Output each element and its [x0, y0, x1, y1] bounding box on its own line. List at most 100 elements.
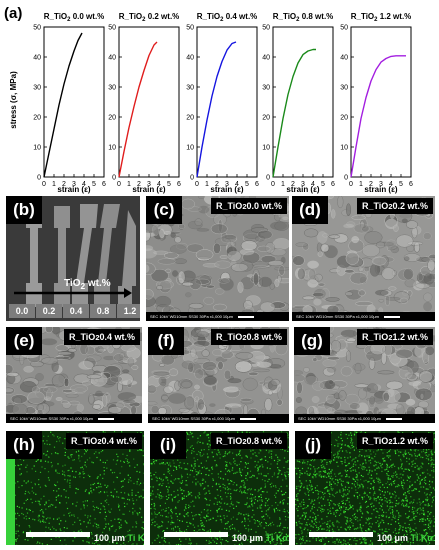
x-tick-label: 4 — [389, 181, 393, 188]
x-tick-label: 2 — [369, 181, 373, 188]
chart-title: R_TiO2 0.2 wt.% — [119, 12, 180, 23]
panel-title: R_TiO 2 0.8 wt.% — [210, 433, 287, 449]
panel-title: R_TiO 2 0.8 wt.% — [210, 329, 287, 345]
x-axis-label: strain (ε) — [364, 185, 397, 194]
y-tick-label: 0 — [112, 175, 116, 182]
sample-label: 0.0 — [9, 304, 35, 318]
y-tick-label: 30 — [340, 85, 348, 92]
x-tick-label: 1 — [359, 181, 363, 188]
sample-photo-panel: (b) TiO2 wt.% 0.0 0.2 0.4 0.8 1.2 — [6, 196, 140, 321]
sem-panel-d: (d) R_TiO 2 0.2 wt.% SEC 10kV WD10mm SS30… — [292, 196, 435, 321]
x-axis-label: strain (ε) — [286, 185, 319, 194]
x-tick-label: 3 — [72, 181, 76, 188]
panel-label: (f) — [148, 327, 184, 355]
figure-label-a: (a) — [4, 5, 22, 22]
y-tick-label: 0 — [37, 175, 41, 182]
sem-info-bar: SEC 10kV WD10mm SS30 30Pa x1,000 10μm — [148, 414, 289, 423]
panel-label: (b) — [6, 196, 42, 224]
x-tick-label: 4 — [157, 181, 161, 188]
sample-label: 0.4 — [63, 304, 89, 318]
y-tick-label: 0 — [190, 175, 194, 182]
y-tick-label: 40 — [186, 55, 194, 62]
y-tick-label: 30 — [262, 85, 270, 92]
x-tick-label: 3 — [379, 181, 383, 188]
y-tick-label: 20 — [33, 115, 41, 122]
x-tick-label: 0 — [42, 181, 46, 188]
y-tick-label: 50 — [340, 25, 348, 32]
sem-panel-g: (g) R_TiO 2 1.2 wt.% SEC 10kV WD10mm SS30… — [294, 327, 435, 423]
x-tick-label: 2 — [215, 181, 219, 188]
x-tick-label: 4 — [235, 181, 239, 188]
y-tick-label: 30 — [33, 85, 41, 92]
panel-title: R_TiO 2 0.0 wt.% — [210, 198, 287, 214]
y-tick-label: 40 — [340, 55, 348, 62]
panel-title: R_TiO 2 0.2 wt.% — [356, 198, 433, 214]
x-tick-label: 6 — [177, 181, 181, 188]
x-tick-label: 6 — [331, 181, 335, 188]
x-tick-label: 1 — [281, 181, 285, 188]
x-tick-label: 3 — [147, 181, 151, 188]
x-tick-label: 5 — [321, 181, 325, 188]
series-line — [350, 55, 406, 178]
x-tick-label: 4 — [311, 181, 315, 188]
x-tick-label: 3 — [301, 181, 305, 188]
y-tick-label: 50 — [33, 25, 41, 32]
panel-label: (i) — [150, 431, 186, 459]
panel-title: R_TiO 2 0.4 wt.% — [63, 329, 140, 345]
x-tick-label: 1 — [52, 181, 56, 188]
sample-shape-2 — [72, 204, 98, 307]
series-line — [43, 32, 83, 178]
chart-title: R_TiO2 0.4 wt.% — [197, 12, 258, 23]
x-tick-label: 2 — [62, 181, 66, 188]
y-axis-label: stress (σ, MPa) — [9, 71, 18, 129]
stress-strain-charts: (a)stress (σ, MPa)R_TiO2 0.0 wt.%0 1 2 3 4 5 6… — [4, 5, 413, 194]
y-tick-label: 50 — [262, 25, 270, 32]
sample-label: 0.2 — [36, 304, 62, 318]
panel-title: R_TiO 2 0.4 wt.% — [65, 433, 142, 449]
x-tick-label: 0 — [117, 181, 121, 188]
series-line — [196, 41, 237, 178]
chart-title: R_TiO2 0.0 wt.% — [44, 12, 105, 23]
y-tick-label: 50 — [186, 25, 194, 32]
y-tick-label: 30 — [108, 85, 116, 92]
y-tick-label: 40 — [108, 55, 116, 62]
sem-info-bar: SEC 10kV WD10mm SS30 30Pa x1,000 10μm — [294, 414, 435, 423]
x-axis-label: strain (ε) — [132, 185, 165, 194]
x-tick-label: 5 — [167, 181, 171, 188]
panel-label: (h) — [6, 431, 42, 459]
sem-info-bar: SEC 10kV WD10mm SS30 30Pa x1,000 10μm — [292, 312, 435, 321]
eds-panel-i: (i) R_TiO2 0.8 wt.% 100 μm Ti Kα1 — [150, 431, 289, 545]
plot-frame — [118, 26, 180, 178]
sample-shape-1 — [54, 206, 70, 307]
y-tick-label: 20 — [262, 115, 270, 122]
panel-title: R_TiO 2 1.2 wt.% — [356, 329, 433, 345]
sample-shape-0 — [26, 206, 42, 307]
y-tick-label: 20 — [340, 115, 348, 122]
scale-text: 100 μm Ti Kα1 — [94, 533, 144, 543]
y-tick-label: 40 — [33, 55, 41, 62]
scale-bar — [309, 532, 373, 537]
scale-text: 100 μm Ti Kα1 — [377, 533, 435, 543]
x-tick-label: 3 — [225, 181, 229, 188]
scale-bar — [26, 532, 90, 537]
y-tick-label: 0 — [266, 175, 270, 182]
panel-label: (c) — [146, 196, 182, 224]
y-tick-label: 10 — [108, 145, 116, 152]
x-tick-label: 5 — [245, 181, 249, 188]
y-tick-label: 40 — [262, 55, 270, 62]
x-tick-label: 0 — [349, 181, 353, 188]
y-tick-label: 10 — [340, 145, 348, 152]
panel-label: (j) — [295, 431, 331, 459]
sem-panel-f: (f) R_TiO 2 0.8 wt.% SEC 10kV WD10mm SS30… — [148, 327, 289, 423]
sem-info-bar: SEC 10kV WD10mm SS30 30Pa x1,000 10μm — [146, 312, 289, 321]
x-tick-label: 2 — [291, 181, 295, 188]
y-tick-label: 10 — [262, 145, 270, 152]
panel-label: (g) — [294, 327, 330, 355]
x-tick-label: 6 — [409, 181, 413, 188]
x-tick-label: 5 — [92, 181, 96, 188]
eds-dot-map — [6, 431, 144, 545]
plot-frame — [272, 26, 334, 178]
x-tick-label: 2 — [137, 181, 141, 188]
y-tick-label: 30 — [186, 85, 194, 92]
y-tick-label: 10 — [186, 145, 194, 152]
